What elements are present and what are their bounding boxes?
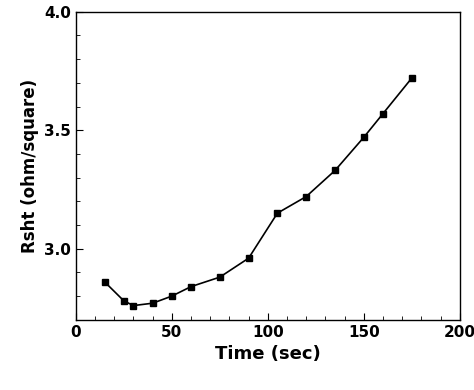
Y-axis label: Rsht (ohm/square): Rsht (ohm/square): [20, 79, 38, 253]
X-axis label: Time (sec): Time (sec): [215, 345, 321, 363]
